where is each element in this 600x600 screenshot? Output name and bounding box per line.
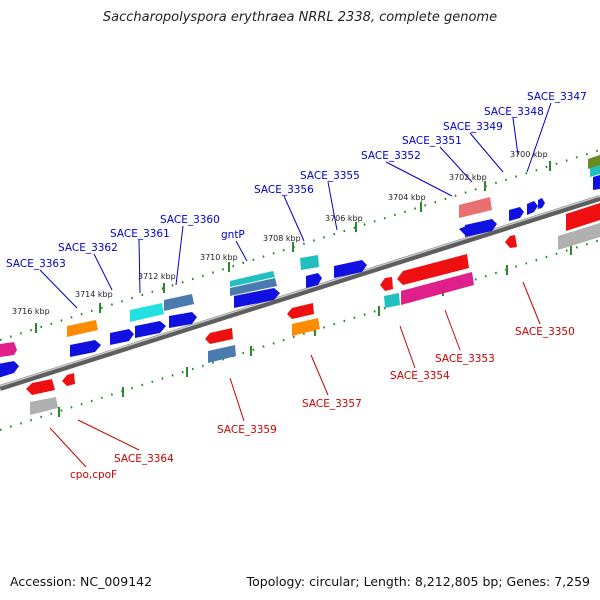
gene-sace-3356[interactable] [306, 273, 322, 288]
label-sace-3349[interactable]: SACE_3349 [443, 121, 503, 133]
gene-sace-3347[interactable] [538, 198, 545, 209]
gene-red-small-cpo[interactable] [62, 373, 75, 386]
gene-steel-3360[interactable] [164, 294, 194, 311]
genome-backbone [0, 195, 600, 391]
tick-label-3708: 3708 kbp [263, 234, 301, 243]
label-gntp[interactable]: gntP [221, 229, 245, 241]
tick-label-3710: 3710 kbp [200, 253, 238, 262]
label-sace-3356[interactable]: SACE_3356 [254, 184, 314, 196]
forward-leader-lines [39, 102, 552, 309]
gene-pink-left[interactable] [0, 342, 17, 357]
gene-sace-3357[interactable] [292, 318, 320, 336]
tick-label-3704: 3704 kbp [388, 193, 426, 202]
reverse-ruler-line [0, 238, 600, 432]
tick-label-3716: 3716 kbp [12, 307, 50, 316]
gene-cyan-3354[interactable] [384, 293, 400, 308]
gene-sace-3362[interactable] [70, 340, 101, 357]
gene-red-3353[interactable] [397, 254, 469, 285]
gene-sace-3353[interactable] [401, 272, 474, 305]
label-sace-3361[interactable]: SACE_3361 [110, 228, 170, 240]
reverse-gene-labels: cpo,cpoF SACE_3364 SACE_3359 SACE_3357 S… [70, 326, 575, 481]
gene-sace-3348[interactable] [527, 201, 538, 215]
genome-backbone-highlight [0, 195, 600, 387]
gene-olive-right[interactable] [588, 155, 600, 169]
gene-sace-3350[interactable] [505, 235, 517, 248]
reverse-major-ticks [58, 245, 572, 417]
label-sace-3362[interactable]: SACE_3362 [58, 242, 118, 254]
tick-label-3714: 3714 kbp [75, 290, 113, 299]
label-sace-3357[interactable]: SACE_3357 [302, 398, 362, 410]
label-sace-3353[interactable]: SACE_3353 [435, 353, 495, 365]
gene-sace-3355[interactable] [334, 260, 367, 278]
gene-sace-3352[interactable] [465, 219, 497, 237]
gene-sace-3361a[interactable] [110, 329, 134, 345]
gene-gray-right[interactable] [558, 223, 600, 250]
gene-sace-3364[interactable] [30, 397, 58, 415]
gene-gntp[interactable] [234, 288, 280, 308]
gene-cpo-cpof[interactable] [26, 379, 55, 395]
map-title: Saccharopolyspora erythraea NRRL 2338, c… [102, 10, 498, 25]
label-sace-3347[interactable]: SACE_3347 [527, 91, 587, 103]
gene-red-3354[interactable] [380, 277, 393, 291]
gene-cyan-gntp[interactable] [230, 271, 275, 287]
label-cpo-cpof[interactable]: cpo,cpoF [70, 469, 117, 481]
forward-gene-labels: SACE_3363 SACE_3362 SACE_3361 SACE_3360 … [6, 91, 587, 270]
label-sace-3351[interactable]: SACE_3351 [402, 135, 462, 147]
label-sace-3350[interactable]: SACE_3350 [515, 326, 575, 338]
label-sace-3354[interactable]: SACE_3354 [390, 370, 450, 382]
forward-colored-genes [0, 155, 600, 357]
gene-steel-gntp[interactable] [230, 278, 277, 296]
gene-cyan-3361[interactable] [130, 303, 164, 322]
accession-text: Accession: NC_009142 [10, 574, 153, 589]
gene-salmon-3352[interactable] [459, 197, 492, 218]
gene-orange-3362[interactable] [67, 320, 98, 337]
label-sace-3355[interactable]: SACE_3355 [300, 170, 360, 182]
label-sace-3364[interactable]: SACE_3364 [114, 453, 174, 465]
tick-label-3712: 3712 kbp [138, 272, 176, 281]
genome-summary-text: Topology: circular; Length: 8,212,805 bp… [246, 574, 590, 589]
gene-sace-3349[interactable] [509, 207, 524, 221]
gene-red-3357[interactable] [287, 303, 314, 319]
gene-sace-3359[interactable] [208, 345, 236, 363]
label-sace-3348[interactable]: SACE_3348 [484, 106, 544, 118]
gene-red-right[interactable] [566, 203, 600, 231]
gene-cyan-3356[interactable] [300, 255, 319, 270]
gene-sace-3360[interactable] [169, 312, 197, 328]
label-sace-3352[interactable]: SACE_3352 [361, 150, 421, 162]
tick-label-3700: 3700 kbp [510, 150, 548, 159]
reverse-genes [26, 223, 600, 415]
gene-cyan-right[interactable] [590, 165, 600, 177]
forward-major-ticks [35, 161, 551, 333]
label-sace-3360[interactable]: SACE_3360 [160, 214, 220, 226]
reverse-leader-lines [49, 281, 541, 468]
gene-red-3359[interactable] [205, 328, 233, 344]
gene-sace-3361b[interactable] [135, 321, 166, 338]
forward-genes [0, 175, 600, 378]
gene-sace-3363[interactable] [0, 361, 19, 378]
gene-sace-3352-tail[interactable] [459, 226, 466, 236]
label-sace-3363[interactable]: SACE_3363 [6, 258, 66, 270]
gene-right-forward[interactable] [593, 175, 600, 190]
label-sace-3359[interactable]: SACE_3359 [217, 424, 277, 436]
tick-label-3706: 3706 kbp [325, 214, 363, 223]
